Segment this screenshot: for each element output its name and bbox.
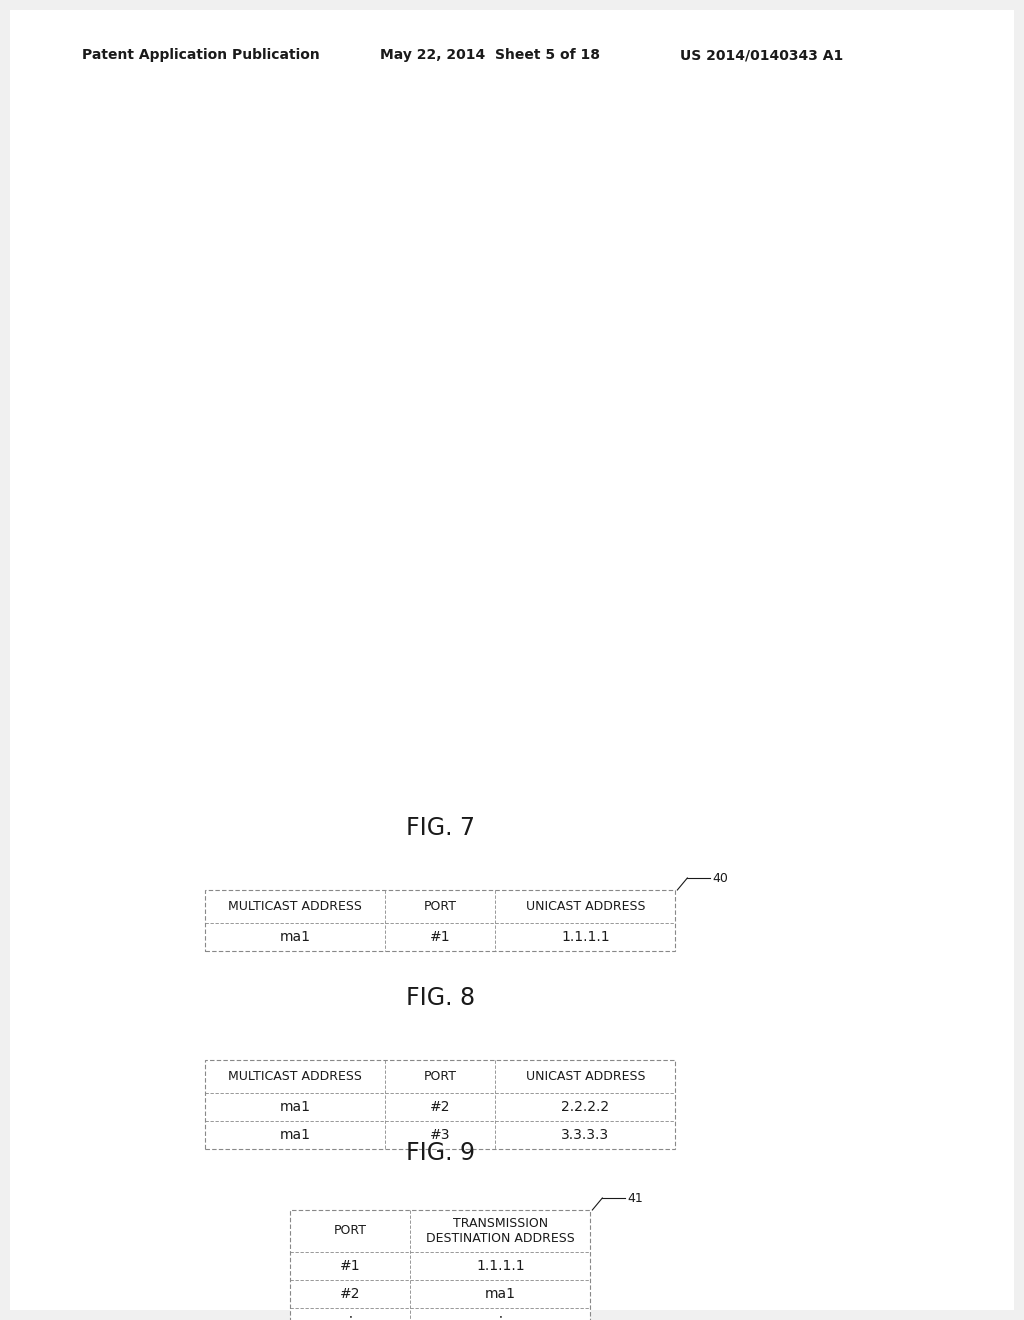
Text: 40: 40 bbox=[713, 871, 728, 884]
Text: PORT: PORT bbox=[424, 1071, 457, 1082]
Text: 41: 41 bbox=[628, 1192, 643, 1204]
Text: US 2014/0140343 A1: US 2014/0140343 A1 bbox=[680, 48, 843, 62]
Text: #2: #2 bbox=[430, 1100, 451, 1114]
Text: ⋮: ⋮ bbox=[494, 1315, 507, 1320]
Text: ma1: ma1 bbox=[280, 931, 311, 944]
Text: #2: #2 bbox=[340, 1287, 360, 1302]
Text: ma1: ma1 bbox=[484, 1287, 516, 1302]
Text: ma1: ma1 bbox=[280, 1100, 311, 1114]
Text: FIG. 7: FIG. 7 bbox=[406, 816, 475, 840]
Text: 2.2.2.2: 2.2.2.2 bbox=[561, 1100, 609, 1114]
Text: May 22, 2014  Sheet 5 of 18: May 22, 2014 Sheet 5 of 18 bbox=[380, 48, 600, 62]
Bar bbox=[206, 890, 675, 950]
Text: 3.3.3.3: 3.3.3.3 bbox=[561, 1129, 609, 1142]
Text: TRANSMISSION
DESTINATION ADDRESS: TRANSMISSION DESTINATION ADDRESS bbox=[426, 1217, 574, 1245]
Text: FIG. 9: FIG. 9 bbox=[406, 1140, 475, 1166]
Text: #3: #3 bbox=[430, 1129, 451, 1142]
FancyBboxPatch shape bbox=[10, 11, 1014, 1309]
Text: ⋮: ⋮ bbox=[343, 1315, 357, 1320]
Text: PORT: PORT bbox=[424, 900, 457, 913]
Text: MULTICAST ADDRESS: MULTICAST ADDRESS bbox=[228, 1071, 362, 1082]
Text: #1: #1 bbox=[430, 931, 451, 944]
Bar bbox=[291, 1210, 590, 1320]
Text: 1.1.1.1: 1.1.1.1 bbox=[561, 931, 609, 944]
Text: MULTICAST ADDRESS: MULTICAST ADDRESS bbox=[228, 900, 362, 913]
Text: UNICAST ADDRESS: UNICAST ADDRESS bbox=[525, 900, 645, 913]
Text: Patent Application Publication: Patent Application Publication bbox=[82, 48, 319, 62]
Text: 1.1.1.1: 1.1.1.1 bbox=[476, 1259, 524, 1272]
Bar bbox=[206, 1060, 675, 1148]
Text: #1: #1 bbox=[340, 1259, 360, 1272]
Text: ma1: ma1 bbox=[280, 1129, 311, 1142]
Text: UNICAST ADDRESS: UNICAST ADDRESS bbox=[525, 1071, 645, 1082]
Text: FIG. 8: FIG. 8 bbox=[406, 986, 475, 1010]
Text: PORT: PORT bbox=[334, 1225, 367, 1238]
